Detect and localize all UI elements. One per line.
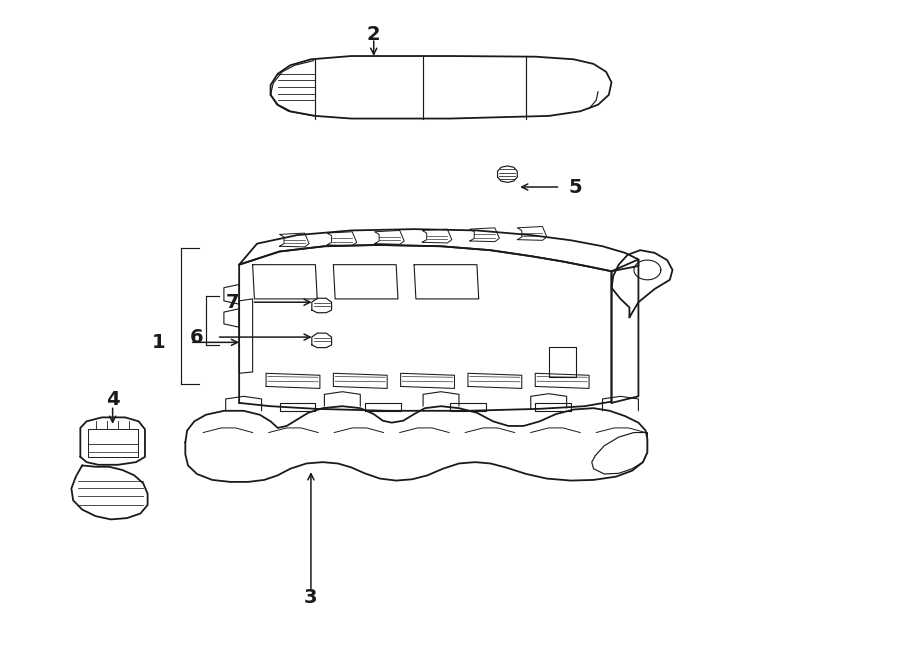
Text: 3: 3 [304,588,318,607]
Text: 2: 2 [367,25,381,44]
Bar [549,347,576,377]
Text: 4: 4 [106,390,120,409]
Text: 5: 5 [569,178,582,196]
Bar [87,429,138,457]
Text: 7: 7 [226,293,239,312]
Text: 6: 6 [190,328,203,346]
Text: 1: 1 [151,333,166,352]
